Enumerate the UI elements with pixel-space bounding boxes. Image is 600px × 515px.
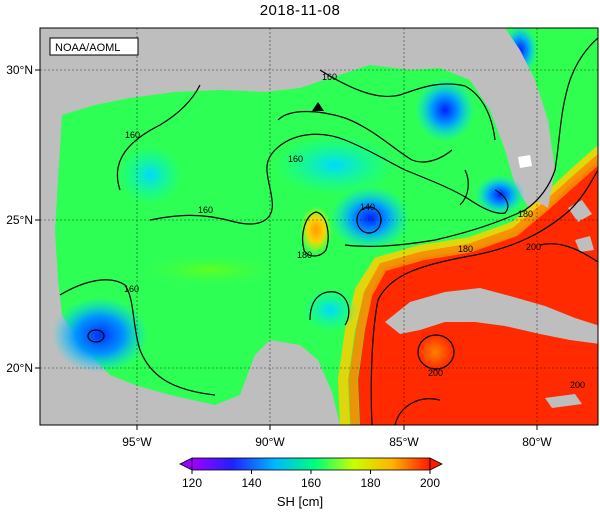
land-mexico-yucatan xyxy=(240,342,340,425)
contour-label: 160 xyxy=(288,154,303,164)
contour-160-central xyxy=(277,110,453,163)
contour-label: 160 xyxy=(125,130,140,140)
colorbar-high-arrow xyxy=(429,457,443,471)
western-cyclonic-eddy xyxy=(52,297,148,373)
contour-140-west xyxy=(87,329,105,343)
central-cyclonic-eddy xyxy=(330,186,410,250)
florida-shelf-low xyxy=(475,175,525,215)
contour-160-south xyxy=(59,279,216,396)
buoy-triangle-marker xyxy=(312,102,324,111)
loop-current-edge-orange xyxy=(348,154,598,425)
colorbar-tick-label: 120 xyxy=(182,476,202,490)
contour-160-west xyxy=(149,133,509,225)
contour-lines xyxy=(59,37,598,425)
land-cuba xyxy=(385,288,598,344)
colorbar-tick-label: 180 xyxy=(360,476,380,490)
contour-label: 180 xyxy=(458,244,473,254)
lon-label: 80°W xyxy=(522,435,552,449)
contour-160-north xyxy=(116,84,201,191)
contour-180-eddy xyxy=(302,211,329,257)
colorbar-tick-label: 160 xyxy=(301,476,321,490)
colorbar: 120 140 160 180 200 xyxy=(179,457,443,490)
contour-200-southwest xyxy=(394,398,441,425)
map-title: 2018-11-08 xyxy=(259,2,341,19)
contour-label-group: 160 160 160 160 160 140 180 180 180 200 … xyxy=(124,72,585,390)
northwest-low xyxy=(118,145,182,205)
northeast-cyclonic-eddy xyxy=(415,78,475,142)
plot-frame xyxy=(39,27,599,426)
colorbar-tick-label: 140 xyxy=(241,476,261,490)
axis-ticks xyxy=(35,69,538,430)
land-jamaica xyxy=(545,394,582,408)
colorbar-ticks: 120 140 160 180 200 xyxy=(182,470,440,490)
contour-label: 140 xyxy=(360,202,375,212)
central-high-band xyxy=(130,252,290,288)
lon-label: 85°W xyxy=(389,435,419,449)
central-low-band xyxy=(275,135,395,195)
lat-label: 30°N xyxy=(6,63,33,77)
contour-label: 180 xyxy=(518,209,533,219)
contour-160-right xyxy=(459,169,469,206)
lon-label: 95°W xyxy=(122,435,152,449)
colorbar-bar xyxy=(191,457,431,471)
contour-200-core xyxy=(417,334,455,370)
lat-label: 25°N xyxy=(6,213,33,227)
contour-200-east xyxy=(539,243,598,263)
colorbar-low-arrow xyxy=(179,457,193,471)
contour-label: 200 xyxy=(526,242,541,252)
contour-180-loop xyxy=(344,37,598,247)
contour-label: 200 xyxy=(570,380,585,390)
contour-label: 160 xyxy=(124,284,139,294)
credit-box xyxy=(49,37,139,56)
land-bahamas xyxy=(568,200,594,252)
loop-current-edge-yellow xyxy=(337,146,598,425)
contour-label: 160 xyxy=(198,205,213,215)
plot-area: 160 160 160 160 160 140 180 180 180 200 … xyxy=(40,28,598,425)
contour-200-loop xyxy=(370,169,598,425)
colorbar-tick-label: 200 xyxy=(420,476,440,490)
contour-label: 180 xyxy=(297,250,312,260)
graticule xyxy=(40,28,598,425)
lat-label: 20°N xyxy=(6,361,33,375)
credit-label: NOAA/AOML xyxy=(55,42,120,54)
land-lake xyxy=(518,155,532,168)
lon-label: 90°W xyxy=(255,435,285,449)
contour-140-central xyxy=(356,206,382,234)
contour-label: 200 xyxy=(428,368,443,378)
colorbar-title: SH [cm] xyxy=(276,494,324,509)
contour-label: 160 xyxy=(322,72,337,82)
contour-160-yucatan xyxy=(309,291,350,326)
caribbean-warm-core xyxy=(413,330,457,374)
contour-160-east xyxy=(319,69,496,141)
